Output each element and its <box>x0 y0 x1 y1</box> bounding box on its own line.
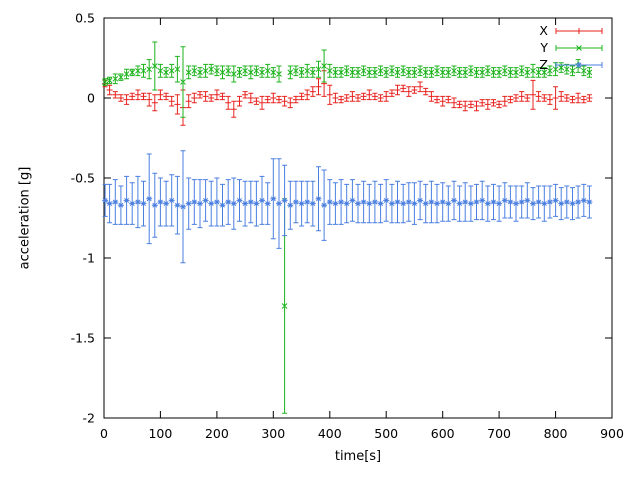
plot-border <box>103 17 613 419</box>
axis-ticks <box>103 17 613 419</box>
legend-label-Y: Y <box>539 40 548 55</box>
x-tick-label: 600 <box>431 426 455 441</box>
x-tick-label: 900 <box>600 426 624 441</box>
y-tick-label: -1.5 <box>71 331 95 346</box>
legend-sample-X <box>555 28 603 34</box>
x-tick-label: 200 <box>205 426 229 441</box>
legend-label-Z: Z <box>539 57 548 72</box>
series-Y <box>102 41 593 414</box>
y-tick-label: -2 <box>83 411 95 426</box>
series-Z <box>102 150 593 264</box>
y-axis-label: acceleration [g] <box>17 166 33 270</box>
series-X <box>102 70 593 126</box>
legend-sample-Y <box>555 45 603 51</box>
x-tick-label: 100 <box>148 426 172 441</box>
x-tick-label: 800 <box>544 426 568 441</box>
y-tick-label: 0.5 <box>75 11 95 26</box>
x-tick-label: 400 <box>318 426 342 441</box>
x-tick-label: 300 <box>261 426 285 441</box>
x-axis-label: time[s] <box>334 449 382 464</box>
legend-label-X: X <box>539 23 548 38</box>
y-tick-label: -0.5 <box>71 171 95 186</box>
x-tick-label: 0 <box>100 426 108 441</box>
y-tick-label: 0 <box>87 91 95 106</box>
x-tick-label: 700 <box>487 426 511 441</box>
legend-sample-Z <box>555 62 603 68</box>
x-tick-label: 500 <box>374 426 398 441</box>
y-tick-label: -1 <box>83 251 95 266</box>
